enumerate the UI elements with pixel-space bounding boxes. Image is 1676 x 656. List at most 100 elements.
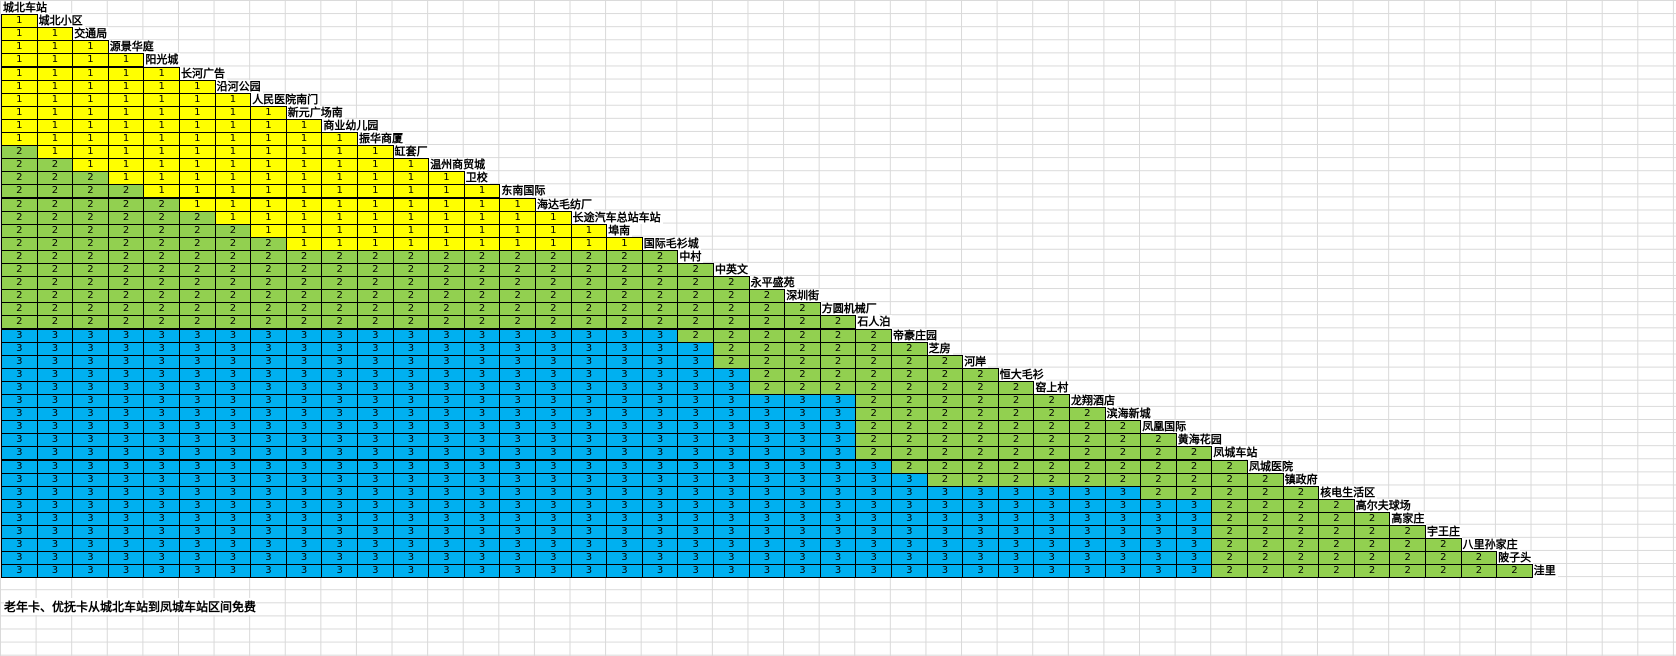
fare-cell: 3 bbox=[606, 407, 643, 422]
fare-cell: 3 bbox=[179, 446, 216, 461]
fare-cell: 3 bbox=[641, 459, 679, 474]
fare-cell: 2 bbox=[107, 302, 145, 317]
fare-cell: 3 bbox=[784, 525, 821, 540]
fare-cell: 2 bbox=[535, 249, 572, 264]
fare-cell: 2 bbox=[1140, 433, 1177, 448]
fare-cell: 3 bbox=[250, 380, 287, 395]
fare-cell: 2 bbox=[677, 289, 714, 304]
fare-cell: 1 bbox=[36, 40, 74, 55]
fare-cell: 3 bbox=[641, 538, 679, 553]
fare-cell: 2 bbox=[1, 158, 38, 173]
fare-cell: 3 bbox=[713, 525, 750, 540]
fare-cell: 3 bbox=[1140, 538, 1177, 553]
fare-cell: 3 bbox=[179, 459, 216, 474]
fare-cell: 3 bbox=[107, 498, 145, 513]
station-label: 黄海花园 bbox=[1175, 433, 1224, 447]
fare-cell: 3 bbox=[926, 551, 964, 566]
fare-cell: 3 bbox=[855, 511, 892, 526]
fare-cell: 1 bbox=[1, 79, 38, 94]
fare-cell: 3 bbox=[285, 485, 323, 500]
fare-cell: 2 bbox=[997, 459, 1035, 474]
fare-cell: 3 bbox=[962, 485, 999, 500]
fare-cell: 3 bbox=[392, 538, 430, 553]
fare-cell: 3 bbox=[143, 328, 180, 343]
fare-cell: 3 bbox=[570, 511, 608, 526]
fare-cell: 3 bbox=[748, 420, 786, 435]
station-label: 芝房 bbox=[926, 341, 953, 355]
station-label: 窑上村 bbox=[1033, 380, 1071, 394]
fare-cell: 3 bbox=[677, 341, 714, 356]
fare-cell: 1 bbox=[36, 79, 74, 94]
fare-cell: 3 bbox=[1033, 564, 1070, 579]
fare-cell: 1 bbox=[107, 145, 145, 160]
fare-cell: 3 bbox=[179, 407, 216, 422]
fare-cell: 3 bbox=[535, 394, 572, 409]
fare-cell: 3 bbox=[107, 354, 145, 369]
fare-cell: 1 bbox=[321, 223, 358, 238]
fare-cell: 2 bbox=[36, 315, 74, 330]
fare-cell: 3 bbox=[428, 394, 465, 409]
fare-cell: 3 bbox=[36, 525, 74, 540]
fare-cell: 3 bbox=[855, 498, 892, 513]
fare-cell: 3 bbox=[677, 433, 714, 448]
fare-cell: 3 bbox=[891, 525, 928, 540]
fare-cell: 3 bbox=[1, 433, 38, 448]
station-label: 镇政府 bbox=[1282, 472, 1320, 486]
fare-cell: 3 bbox=[72, 446, 109, 461]
fare-cell: 3 bbox=[214, 407, 252, 422]
fare-cell: 3 bbox=[1, 564, 38, 579]
fare-cell: 3 bbox=[1069, 551, 1106, 566]
fare-cell: 3 bbox=[285, 446, 323, 461]
fare-cell: 2 bbox=[713, 289, 750, 304]
fare-cell: 3 bbox=[214, 354, 252, 369]
fare-cell: 1 bbox=[72, 105, 109, 120]
fare-cell: 3 bbox=[143, 498, 180, 513]
fare-cell: 3 bbox=[285, 328, 323, 343]
fare-cell: 2 bbox=[1353, 511, 1391, 526]
fare-cell: 1 bbox=[357, 184, 394, 199]
fare-cell: 3 bbox=[535, 564, 572, 579]
fare-cell: 2 bbox=[499, 302, 536, 317]
fare-cell: 2 bbox=[285, 263, 323, 278]
fare-cell: 3 bbox=[321, 564, 358, 579]
fare-cell: 2 bbox=[392, 302, 430, 317]
fare-cell: 3 bbox=[179, 420, 216, 435]
fare-cell: 3 bbox=[641, 472, 679, 487]
fare-cell: 2 bbox=[962, 394, 999, 409]
fare-cell: 3 bbox=[641, 564, 679, 579]
fare-cell: 2 bbox=[641, 315, 679, 330]
fare-cell: 2 bbox=[570, 249, 608, 264]
fare-cell: 3 bbox=[214, 472, 252, 487]
fare-cell: 3 bbox=[392, 433, 430, 448]
fare-cell: 3 bbox=[535, 511, 572, 526]
fare-cell: 3 bbox=[107, 564, 145, 579]
fare-cell: 1 bbox=[357, 171, 394, 186]
fare-cell: 2 bbox=[1175, 446, 1213, 461]
station-label: 源景华庭 bbox=[107, 40, 156, 54]
fare-cell: 2 bbox=[891, 354, 928, 369]
fare-cell: 2 bbox=[819, 367, 857, 382]
fare-cell: 3 bbox=[1, 538, 38, 553]
fare-cell: 2 bbox=[250, 302, 287, 317]
fare-cell: 3 bbox=[713, 380, 750, 395]
fare-cell: 1 bbox=[321, 158, 358, 173]
fare-cell: 1 bbox=[179, 79, 216, 94]
fare-cell: 2 bbox=[428, 315, 465, 330]
fare-cell: 3 bbox=[997, 564, 1035, 579]
fare-cell: 1 bbox=[143, 132, 180, 147]
fare-cell: 3 bbox=[677, 354, 714, 369]
station-label: 八里孙家庄 bbox=[1460, 538, 1520, 552]
fare-cell: 2 bbox=[143, 315, 180, 330]
fare-cell: 2 bbox=[713, 302, 750, 317]
fare-cell: 3 bbox=[463, 498, 501, 513]
fare-cell: 3 bbox=[179, 525, 216, 540]
fare-cell: 1 bbox=[285, 158, 323, 173]
fare-cell: 2 bbox=[357, 315, 394, 330]
fare-cell: 3 bbox=[392, 394, 430, 409]
fare-cell: 2 bbox=[677, 263, 714, 278]
fare-cell: 3 bbox=[1175, 511, 1213, 526]
fare-cell: 2 bbox=[1033, 472, 1070, 487]
fare-cell: 3 bbox=[641, 367, 679, 382]
fare-cell: 3 bbox=[1, 407, 38, 422]
fare-cell: 3 bbox=[713, 394, 750, 409]
